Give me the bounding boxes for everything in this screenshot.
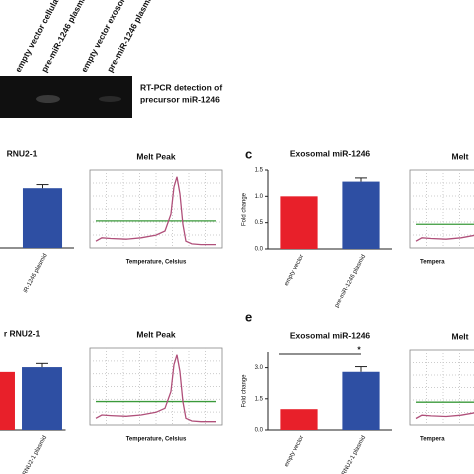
chart-title: RNU2-1 [7, 148, 38, 158]
gel-caption: precursor miR-1246 [140, 94, 220, 104]
melt-curve [95, 176, 216, 246]
melt-curve [415, 412, 474, 420]
gel-band [36, 95, 60, 103]
chart-title: Melt [452, 151, 469, 161]
bar [342, 181, 380, 249]
panel-label: c [245, 146, 252, 161]
chart-title: Exosomal miR-1246 [290, 330, 371, 340]
bar [280, 196, 318, 249]
y-tick-label: 1.5 [255, 396, 264, 402]
x-axis-label: Tempera [420, 260, 445, 266]
melt-curve [95, 354, 216, 423]
melt-curve [415, 234, 474, 242]
bar [22, 367, 62, 430]
bar [280, 409, 318, 430]
bar [0, 371, 15, 430]
chart-title: Melt Peak [136, 151, 175, 161]
x-axis-label: Temperature, Celsius [126, 437, 187, 443]
y-tick-label: 3.0 [255, 365, 264, 371]
chart-title: Melt Peak [136, 329, 175, 339]
x-axis-label: Temperature, Celsius [126, 260, 187, 266]
y-tick-label: 0.0 [255, 247, 264, 253]
panel-label: e [245, 309, 252, 324]
chart-title: Exosomal miR-1246 [290, 148, 371, 158]
x-axis-label: Tempera [420, 437, 445, 443]
bar [22, 188, 63, 248]
y-tick-label: 1.5 [255, 168, 264, 174]
chart-title: r RNU2-1 [4, 328, 41, 338]
bar [342, 371, 380, 430]
chart-title: Melt [452, 331, 469, 341]
significance-label: * [357, 344, 361, 354]
y-axis-label: Fold change [242, 192, 248, 226]
y-tick-label: 1.0 [255, 194, 264, 200]
plot-frame [409, 169, 474, 249]
y-axis-label: Fold change [242, 374, 248, 408]
gel-caption: RT-PCR detection of [140, 82, 222, 92]
gel-band [99, 96, 121, 102]
y-tick-label: 0.0 [255, 428, 264, 434]
y-tick-label: 0.5 [255, 220, 264, 226]
